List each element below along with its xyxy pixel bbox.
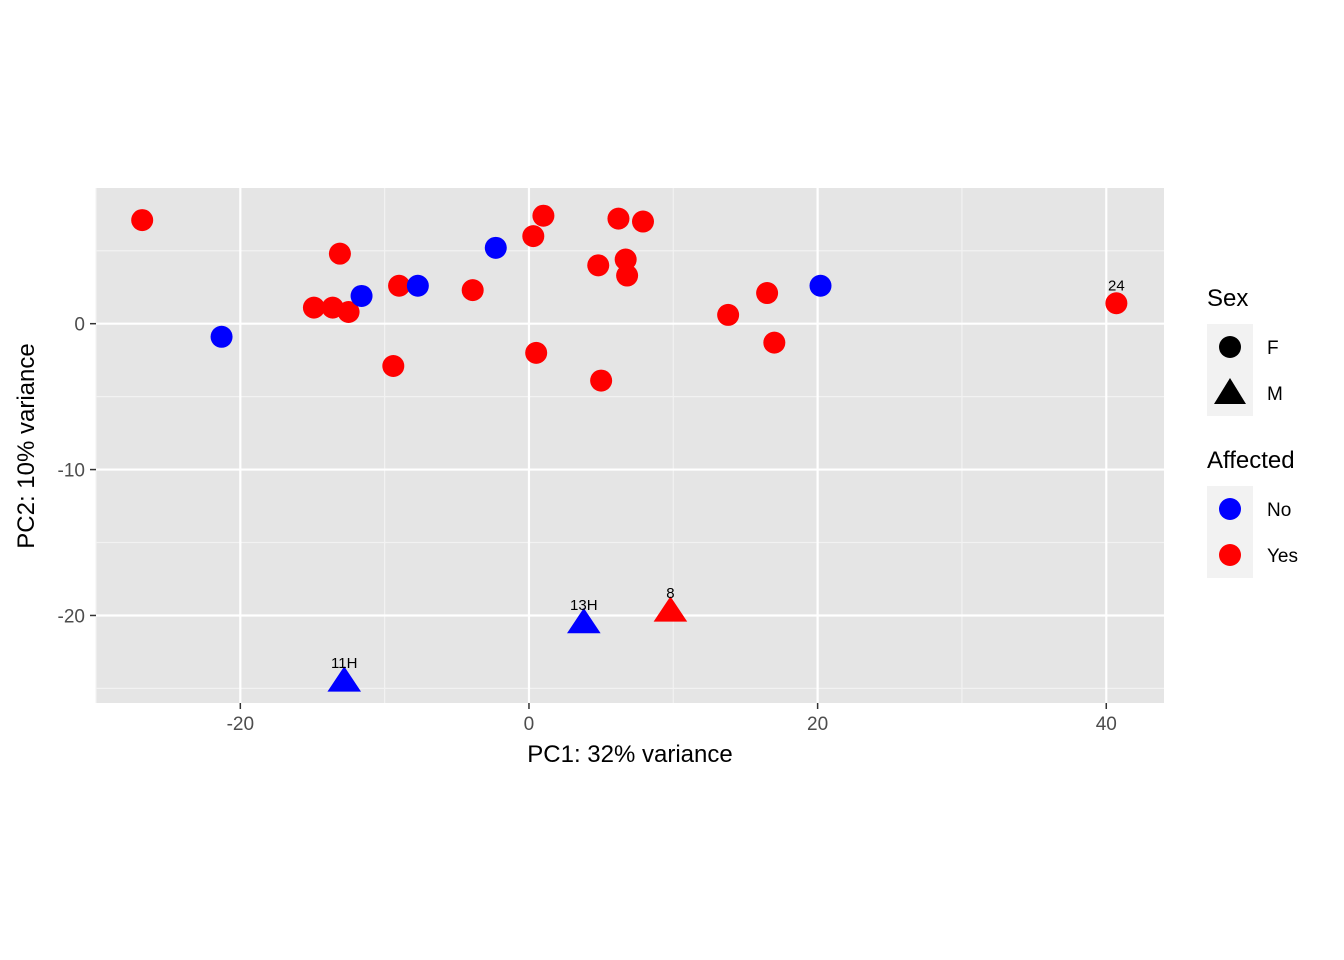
point-label: 8 <box>666 585 674 602</box>
data-point-circle <box>337 301 360 324</box>
data-point-circle <box>328 242 351 265</box>
x-tick-label: 40 <box>1096 714 1117 735</box>
data-point-circle <box>590 369 613 392</box>
data-point-circle <box>809 274 832 297</box>
legend-label: M <box>1267 384 1283 405</box>
data-point-triangle <box>567 608 601 634</box>
point-label: 13H <box>570 597 598 614</box>
x-tick-label: 20 <box>807 714 828 735</box>
data-point-circle <box>616 264 639 287</box>
y-axis-title: PC2: 10% variance <box>13 343 40 548</box>
data-point-circle <box>484 236 507 259</box>
data-point-circle <box>763 331 786 354</box>
data-point-circle <box>382 354 405 377</box>
minor-gridlines <box>95 188 1164 703</box>
y-tick-label: 0 <box>74 315 85 336</box>
legend-label: F <box>1267 338 1279 359</box>
legend-key-triangle <box>1214 378 1246 404</box>
data-point-circle <box>388 274 411 297</box>
data-point-circle <box>587 254 610 277</box>
data-point-circle <box>461 279 484 302</box>
data-point-circle <box>756 282 779 305</box>
legend-title: Affected <box>1207 447 1295 474</box>
legend-key-circle <box>1219 498 1241 520</box>
data-point-circle <box>1105 292 1128 315</box>
data-points <box>131 204 1128 692</box>
x-axis-ticks: -20 0 20 40 <box>227 703 1117 735</box>
data-point-circle <box>631 210 654 233</box>
legend-label: No <box>1267 500 1291 521</box>
data-point-circle <box>717 303 740 326</box>
y-tick-label: -20 <box>58 606 85 627</box>
point-label: 24 <box>1108 277 1125 294</box>
y-tick-label: -10 <box>58 461 85 482</box>
point-label: 11H <box>331 655 357 672</box>
data-point-circle <box>614 248 637 271</box>
data-point-circle <box>406 274 429 297</box>
legend: Sex F M Affected No Yes <box>1207 285 1298 578</box>
data-point-triangle <box>327 666 362 692</box>
data-point-circle <box>522 225 545 248</box>
legend-key-circle <box>1219 336 1241 358</box>
legend-key-circle <box>1219 544 1241 566</box>
data-point-circle <box>210 325 233 348</box>
x-tick-label: -20 <box>227 714 254 735</box>
point-labels: 24 11H 13H 8 <box>331 277 1125 672</box>
data-point-circle <box>525 341 548 364</box>
y-axis-ticks: -20 -10 0 <box>58 315 96 627</box>
legend-label: Yes <box>1267 546 1298 567</box>
data-point-circle <box>607 207 630 230</box>
data-point-circle <box>302 296 325 319</box>
data-point-circle <box>131 209 154 232</box>
legend-title: Sex <box>1207 285 1248 312</box>
data-point-circle <box>350 284 373 307</box>
x-tick-label: 0 <box>524 714 535 735</box>
major-gridlines <box>96 188 1164 703</box>
data-point-circle <box>532 204 555 227</box>
data-point-triangle <box>653 596 688 622</box>
x-axis-title: PC1: 32% variance <box>527 741 732 768</box>
